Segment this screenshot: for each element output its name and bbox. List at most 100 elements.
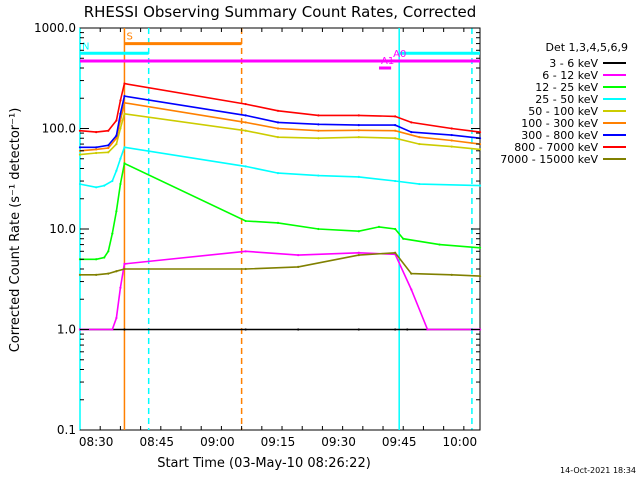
x-tick-label: 08:45 [139, 435, 174, 449]
series-point [107, 151, 110, 154]
legend-entry-label: 300 - 800 keV [521, 129, 598, 142]
series-point [297, 328, 300, 331]
series-point [244, 219, 247, 223]
series-point [115, 142, 118, 146]
series-point [95, 146, 98, 149]
series-point [95, 186, 98, 189]
series-point [244, 165, 247, 168]
series-point [394, 328, 397, 331]
series-point [450, 273, 453, 276]
series-point [111, 232, 114, 235]
series-point [111, 328, 114, 331]
series-point [410, 121, 413, 124]
series-point [123, 146, 126, 149]
series-point [276, 136, 280, 139]
y-tick-label: 10.0 [49, 222, 76, 236]
series-point [119, 286, 122, 289]
x-tick-label: 09:00 [200, 435, 235, 449]
state-bar-label: S [126, 32, 132, 43]
series-point [123, 262, 126, 265]
series-point [244, 267, 247, 271]
series-point [394, 179, 397, 183]
series-point [123, 95, 126, 98]
series-point [357, 129, 360, 132]
series-point [450, 145, 453, 148]
series-point [357, 251, 360, 254]
series-point [244, 250, 247, 253]
series-point [103, 184, 106, 187]
x-tick-label: 09:30 [321, 435, 356, 449]
series-line [80, 162, 481, 261]
series-line [80, 95, 481, 149]
series-point [276, 109, 280, 112]
series-point [426, 328, 429, 331]
series-point [450, 139, 453, 142]
series-point [78, 182, 82, 186]
timestamp: 14-Oct-2021 18:34 [560, 466, 636, 475]
frame-layer [79, 27, 481, 431]
series-point [244, 121, 247, 124]
series-point [438, 243, 441, 246]
series-point [418, 142, 421, 146]
y-tick-label: 1.0 [57, 323, 76, 337]
series-point [402, 237, 405, 240]
series-point [115, 210, 118, 213]
series-point [357, 328, 360, 331]
series-point [111, 179, 114, 183]
series-point [123, 82, 126, 85]
series-point [478, 184, 482, 187]
series-point [123, 112, 126, 115]
series-point [119, 157, 122, 160]
series-point [297, 253, 300, 257]
series-line [79, 146, 481, 189]
series-point [317, 123, 320, 126]
series-line [80, 250, 480, 331]
series-point [95, 148, 98, 151]
x-axis-label: Start Time (03-May-10 08:26:22) [157, 456, 371, 471]
series-point [78, 273, 82, 276]
series-point [357, 253, 360, 257]
series-point [478, 246, 482, 249]
series-point [357, 114, 360, 117]
series-point [377, 225, 381, 228]
series-point [244, 114, 247, 117]
series-point [115, 316, 118, 320]
series-line [79, 112, 481, 156]
series-point [317, 129, 320, 132]
legend-entry-label: 800 - 7000 keV [514, 141, 598, 154]
series-point [276, 171, 280, 175]
x-tick-label: 09:45 [382, 435, 417, 449]
legend-entry-label: 3 - 6 keV [549, 57, 598, 70]
x-tick-label: 10:00 [443, 435, 478, 449]
legend-entry-label: 100 - 300 keV [521, 117, 598, 130]
series-point [78, 129, 82, 132]
series-point [115, 270, 118, 273]
series-point [95, 151, 98, 155]
series-point [119, 112, 122, 115]
series-point [418, 182, 421, 186]
series-point [276, 127, 280, 130]
series-point [478, 148, 482, 151]
series-point [119, 99, 122, 102]
state-bar-label: A0 [393, 49, 406, 60]
series-layer [78, 82, 482, 331]
series-point [317, 227, 320, 231]
state-bar-label: N [82, 41, 89, 52]
series-point [123, 267, 126, 271]
y-tick-label: 0.1 [57, 423, 76, 437]
series-point [95, 258, 98, 261]
series-point [103, 256, 106, 259]
series-point [123, 162, 126, 165]
series-point [119, 182, 122, 186]
series-point [244, 102, 247, 106]
series-point [478, 274, 482, 278]
series-line [80, 251, 481, 277]
series-point [394, 227, 397, 231]
chart-title: RHESSI Observing Summary Count Rates, Co… [84, 3, 477, 21]
series-point [357, 230, 360, 233]
series-point [115, 119, 118, 122]
series-point [317, 137, 320, 140]
